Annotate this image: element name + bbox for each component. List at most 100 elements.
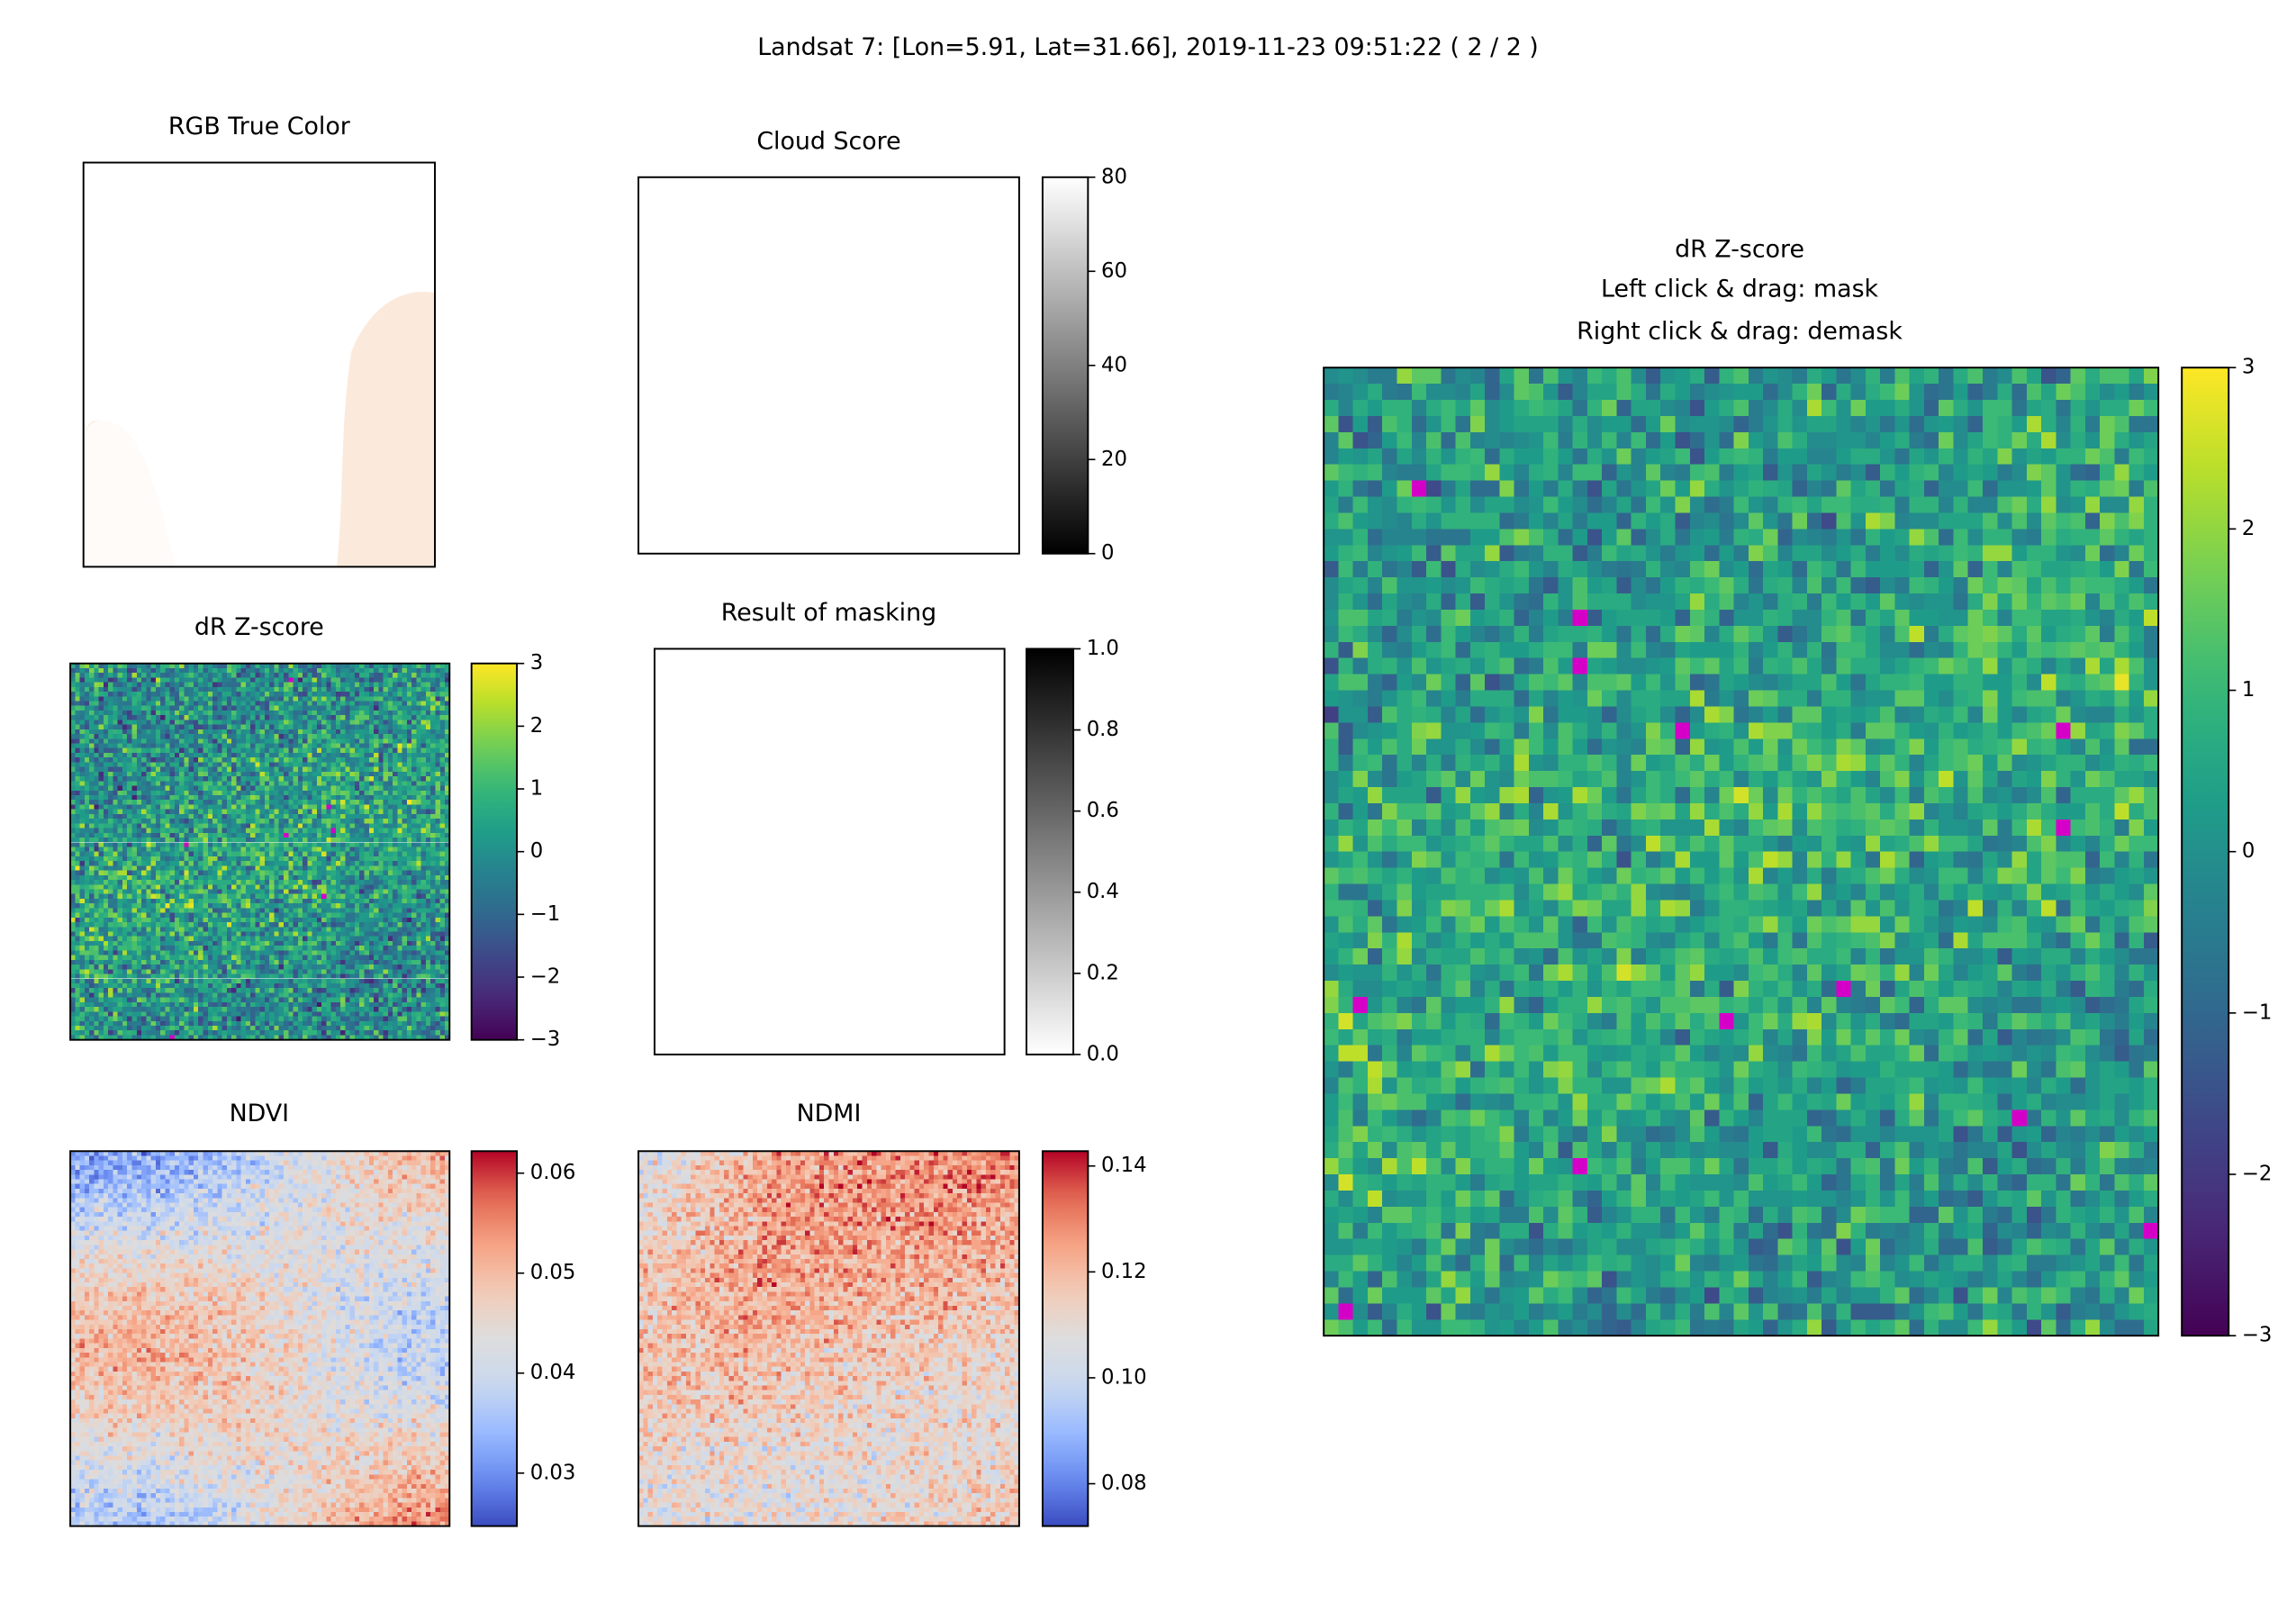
panel-title: Right click & drag: demask (1577, 318, 1903, 346)
image-pixels (70, 663, 450, 1040)
dr-zscore-editor: dR Z-score Left click & drag: mask Right c… (1323, 236, 2273, 1347)
colorbar-tick-label: 0.0 (1087, 1042, 1119, 1065)
colorbar-tick-label: −2 (530, 965, 561, 989)
image-pixels (647, 1151, 1019, 1424)
colorbar-tick-label: 1 (530, 777, 543, 801)
colorbar-tick-label: 0.03 (530, 1461, 576, 1484)
colorbar-frame (470, 662, 519, 1041)
rgb-image: RGB True Color (82, 113, 436, 568)
colorbar-tick-label: 0.2 (1087, 961, 1119, 984)
image-pixels (70, 1151, 450, 1526)
colorbar-tick-label: 0.08 (1101, 1472, 1147, 1495)
axes-frame (82, 161, 436, 568)
colorbar-tick-label: 0 (2242, 839, 2255, 863)
colorbar-tick-label: −1 (530, 902, 561, 926)
colorbar-tick-label: −1 (2242, 1001, 2273, 1024)
image-pixels (89, 1155, 95, 1161)
colorbar-tick-label: 60 (1101, 259, 1127, 283)
colorbar-tick-label: 80 (1101, 165, 1127, 188)
image-pixels (70, 1151, 450, 1526)
image-pixels (406, 1507, 440, 1512)
colorbar-frame (470, 1150, 519, 1527)
image-pixels (75, 663, 446, 1031)
colorbar-tick-label: 0.12 (1101, 1260, 1147, 1283)
colorbar-tick-label: 1 (2242, 678, 2255, 702)
ndvi-panel: NDVI 0.03 0.04 0.05 0.06 (69, 1100, 576, 1527)
colorbar (1042, 1151, 1089, 1526)
colorbar-tick-label: 2 (2242, 517, 2255, 540)
image-pixels (1324, 367, 2144, 1336)
ndmi-panel: NDMI 0.08 0.10 0.12 0.14 (637, 1100, 1147, 1527)
cloud-score-panel: Cloud Score 0 20 40 60 80 (637, 127, 1127, 565)
image-pixels (638, 1151, 1015, 1405)
colorbar-tick-label: 0.06 (530, 1161, 576, 1184)
image-pixels (70, 663, 450, 1017)
mask-editor-image[interactable] (1324, 367, 2159, 1336)
colorbar-tick-label: 3 (2242, 356, 2255, 379)
image-pixels (1367, 400, 2129, 1175)
mask-result-panel: Result of masking 0.0 0.2 0.4 0.6 0.8 1.0 (653, 599, 1119, 1065)
colorbar (1042, 177, 1089, 554)
image-pixels (1324, 367, 2159, 1336)
colorbar-tick-label: 0.6 (1087, 799, 1119, 822)
colorbar-frame (1026, 647, 1075, 1055)
colorbar (471, 663, 518, 1040)
colorbar-tick-label: 0.4 (1087, 880, 1119, 903)
panel-title: dR Z-score (194, 613, 324, 641)
axes-frame (1323, 367, 2160, 1337)
image-pixels (672, 1151, 1015, 1354)
colorbar-tick-label: 0.10 (1101, 1365, 1147, 1389)
image-pixels (1324, 367, 2159, 1336)
panel-title: NDMI (797, 1100, 862, 1127)
panel-title: Result of masking (721, 599, 936, 627)
colorbar-tick-label: 20 (1101, 448, 1127, 471)
panel-title: Cloud Score (756, 127, 900, 155)
image-pixels (1324, 706, 1339, 723)
image (638, 177, 1019, 554)
colorbar-tick-label: 0.14 (1101, 1154, 1147, 1177)
image-pixels (70, 663, 450, 1040)
image-pixels (70, 663, 450, 1040)
colorbar-tick-label: −3 (530, 1028, 561, 1051)
image-pixels (70, 1151, 450, 1526)
dr-zscore-panel: dR Z-score −3 −2 −1 0 1 2 3 (69, 613, 561, 1051)
axes-frame (69, 1150, 451, 1527)
colorbar-tick-label: 0 (530, 839, 543, 863)
panel-title: Left click & drag: mask (1601, 276, 1879, 303)
colorbar (1026, 648, 1074, 1055)
figure-title: Landsat 7: [Lon=5.91, Lat=31.66], 2019-1… (757, 33, 1539, 61)
colorbar-tick-label: 40 (1101, 353, 1127, 376)
panel-title: NDVI (230, 1100, 290, 1127)
image-pixels (714, 1151, 1006, 1320)
image-pixels (638, 1151, 1019, 1522)
image-pixels (2114, 674, 2129, 691)
colorbar-tick-label: 0.05 (530, 1261, 576, 1284)
figure: Landsat 7: [Lon=5.91, Lat=31.66], 2019-1… (69, 33, 2273, 1527)
image (654, 648, 1005, 1055)
axes-frame (653, 647, 1006, 1055)
colorbar-tick-label: −2 (2242, 1163, 2273, 1186)
image-pixels (70, 663, 450, 1036)
panel-title: RGB True Color (168, 113, 351, 140)
image-haze (83, 420, 176, 567)
colorbar-tick-label: 3 (530, 651, 543, 675)
colorbar-tick-label: 0.8 (1087, 718, 1119, 741)
colorbar (2182, 367, 2229, 1336)
image-pixels (1324, 367, 2159, 1336)
colorbar-tick-label: 2 (530, 714, 543, 738)
axes-frame (637, 1150, 1020, 1527)
image-pixels (411, 1511, 431, 1526)
colorbar (471, 1151, 518, 1526)
image-pixels (75, 1151, 450, 1526)
image-pixels (1324, 367, 2159, 1336)
image-pixels (141, 1151, 147, 1156)
image-pixels (70, 762, 402, 932)
image-pixels (406, 800, 412, 805)
colorbar-tick-label: 0.04 (530, 1361, 576, 1384)
axes-frame (637, 176, 1020, 555)
axes-frame (69, 662, 451, 1041)
colorbar-tick-label: −3 (2242, 1324, 2273, 1347)
colorbar-tick-label: 1.0 (1087, 637, 1119, 660)
panel-title: dR Z-score (1675, 236, 1804, 264)
